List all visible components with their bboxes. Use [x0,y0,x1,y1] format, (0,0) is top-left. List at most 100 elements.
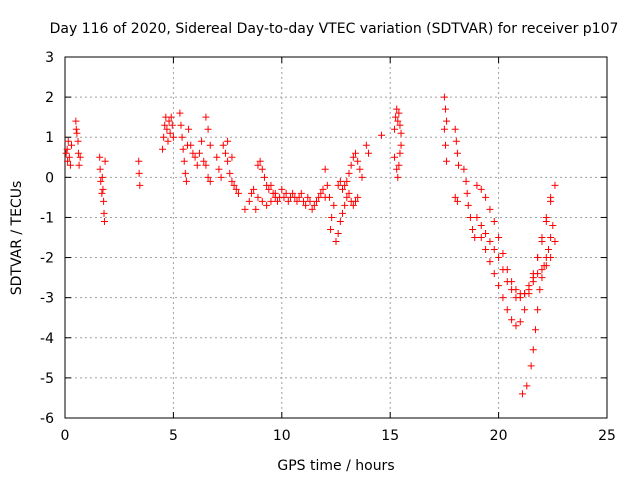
data-point [451,125,459,133]
data-point [341,201,349,209]
data-point [395,161,403,169]
y-tick-label: -4 [40,331,54,347]
data-point [482,246,490,254]
data-point [503,306,511,314]
data-point [74,149,82,157]
data-point [378,131,386,139]
data-point [523,382,531,390]
data-point [295,193,303,201]
data-point [440,125,448,133]
data-point [354,157,362,165]
data-point [176,109,184,117]
data-point [100,217,108,225]
x-tick-label: 5 [169,428,178,444]
data-point [98,173,106,181]
data-point [215,165,223,173]
data-point [226,169,234,177]
data-point [181,169,189,177]
data-point [469,225,477,233]
y-axis-label: SDTVAR / TECUs [9,181,25,296]
data-point [319,185,327,193]
data-point [334,229,342,237]
data-point [234,189,242,197]
data-point [247,189,255,197]
data-point [267,197,275,205]
data-point [101,157,109,165]
data-point [293,197,301,205]
data-point [323,181,331,189]
data-point [512,322,520,330]
data-point [72,125,80,133]
data-point [206,141,214,149]
data-point [394,173,402,181]
data-point [477,234,485,241]
data-point [195,149,203,157]
data-point [490,270,498,278]
data-point [463,189,471,197]
data-point [477,221,485,229]
data-point [284,197,292,205]
data-point [397,141,405,149]
y-tick-label: -1 [40,210,54,226]
data-point [352,149,360,157]
data-point [396,149,404,157]
data-point [282,189,290,197]
data-point [395,109,403,117]
data-point [327,225,335,233]
y-tick-label: -5 [40,371,54,387]
data-point [392,113,400,121]
data-point [179,145,187,153]
data-point [391,153,399,161]
data-point [343,177,351,185]
data-point [62,149,70,157]
data-point [267,181,275,189]
data-point [542,254,550,262]
data-point [166,129,174,137]
grid-lines [65,57,607,418]
data-point [204,125,212,133]
data-point [271,189,279,197]
data-point [200,157,208,165]
data-point [397,129,405,137]
data-point [343,193,351,201]
data-point [460,165,468,173]
data-point [258,197,266,205]
data-point [440,93,448,101]
data-point [486,205,494,213]
x-tick-label: 10 [273,428,291,444]
data-point [525,290,533,298]
data-point [473,213,481,221]
data-point [260,173,268,181]
data-point [499,266,507,274]
data-point [189,149,197,157]
data-point [495,282,503,290]
data-point [328,213,336,221]
data-point [306,197,314,205]
data-point [452,137,460,145]
data-point [499,250,507,258]
data-point [241,205,249,213]
data-point [391,125,399,133]
data-point [490,246,498,254]
data-point [544,246,552,254]
data-point [521,306,529,314]
data-point [352,197,360,205]
data-point [356,165,364,173]
data-point [193,161,201,169]
data-point [454,161,462,169]
data-point [345,189,353,197]
data-point [159,145,167,153]
data-point [74,137,82,145]
data-point [362,141,370,149]
data-point [536,286,544,294]
y-tick-label: 0 [45,170,54,186]
data-point [534,306,542,314]
data-point [73,129,81,137]
data-point [258,165,266,173]
y-tick-label: 3 [45,50,54,66]
data-point [164,137,172,145]
data-point [245,197,253,205]
data-point [96,153,104,161]
data-point [289,189,297,197]
